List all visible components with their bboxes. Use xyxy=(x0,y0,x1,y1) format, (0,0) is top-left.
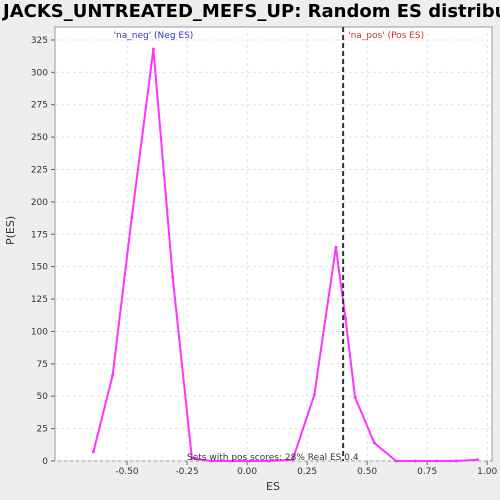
x-tick-label: 0.75 xyxy=(417,467,437,477)
es-data-point xyxy=(228,459,232,463)
y-tick-label: 75 xyxy=(37,360,48,370)
chart-title: JACKS_UNTREATED_MEFS_UP: Random ES distr… xyxy=(3,1,500,22)
es-data-point xyxy=(130,215,134,219)
series-layer xyxy=(91,27,480,463)
y-tick-label: 125 xyxy=(31,295,48,305)
pos-es-annotation: 'na_pos' (Pos ES) xyxy=(348,31,424,41)
es-data-point xyxy=(435,459,439,463)
x-tick-label: -0.50 xyxy=(115,467,139,477)
x-tick-label: 0.50 xyxy=(357,467,377,477)
es-data-point xyxy=(372,441,376,445)
x-tick-label: -0.25 xyxy=(175,467,198,477)
y-tick-label: 50 xyxy=(37,392,49,402)
y-tick-label: 250 xyxy=(31,133,48,143)
y-tick-label: 225 xyxy=(31,166,48,176)
es-data-point xyxy=(353,396,357,400)
es-data-point xyxy=(171,275,175,279)
es-data-point xyxy=(344,316,348,320)
y-tick-label: 100 xyxy=(31,327,48,337)
y-tick-label: 175 xyxy=(31,230,48,240)
x-tick-label: 1.00 xyxy=(477,467,497,477)
neg-es-annotation: 'na_neg' (Neg ES) xyxy=(114,31,194,41)
footer-annotation: Sets with pos scores: 28% Real ES 0.4 xyxy=(187,453,359,463)
grid-lines xyxy=(55,27,492,462)
es-data-point xyxy=(291,458,295,462)
es-data-point xyxy=(190,456,194,460)
es-data-point xyxy=(312,393,316,397)
x-tick-label: 0.25 xyxy=(297,467,317,477)
y-tick-label: 325 xyxy=(31,36,48,46)
es-data-point xyxy=(394,459,398,463)
es-data-point xyxy=(247,459,251,463)
y-tick-label: 275 xyxy=(31,101,48,111)
annotation-layer: 'na_neg' (Neg ES) 'na_pos' (Pos ES) Sets… xyxy=(114,31,425,463)
y-tick-label: 150 xyxy=(31,263,48,273)
es-data-point xyxy=(151,47,155,51)
es-data-point xyxy=(91,450,95,454)
es-data-point xyxy=(267,459,271,463)
axes: 0 25 50 75 100 125 150 175 200 225 250 275 300 325 -0.… xyxy=(31,36,498,477)
y-tick-label: 200 xyxy=(31,198,48,208)
es-data-point xyxy=(334,245,338,249)
es-data-point xyxy=(413,459,417,463)
y-tick-label: 25 xyxy=(37,425,48,435)
es-data-point xyxy=(209,459,213,463)
es-data-point xyxy=(476,458,480,462)
x-tick-label: 0.00 xyxy=(237,467,257,477)
y-tick-label: 0 xyxy=(42,457,48,467)
es-data-point xyxy=(454,459,458,463)
es-data-point xyxy=(111,373,115,377)
y-tick-label: 300 xyxy=(31,68,48,78)
x-axis-label: ES xyxy=(266,480,280,493)
